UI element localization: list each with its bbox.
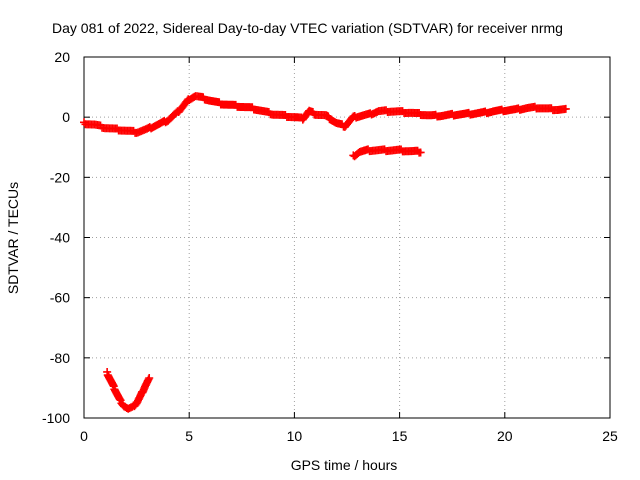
y-tick-label: 0 <box>62 109 70 125</box>
chart-title: Day 081 of 2022, Sidereal Day-to-day VTE… <box>52 20 563 36</box>
y-tick-label: -80 <box>50 350 70 366</box>
x-axis-title: GPS time / hours <box>291 457 398 473</box>
x-tick-label: 0 <box>80 428 88 444</box>
series-main <box>80 92 570 137</box>
series-low <box>103 367 154 413</box>
data-point <box>115 395 124 404</box>
x-tick-label: 15 <box>392 428 408 444</box>
data-points <box>80 92 570 413</box>
x-tick-label: 20 <box>497 428 513 444</box>
x-tick-label: 25 <box>602 428 618 444</box>
y-tick-label: -60 <box>50 290 70 306</box>
data-point <box>145 373 154 382</box>
data-point <box>561 104 570 113</box>
y-tick-label: -40 <box>50 230 70 246</box>
y-axis-title: SDTVAR / TECUs <box>5 182 21 294</box>
x-tick-label: 5 <box>185 428 193 444</box>
axis-ticks: 0 5 10 15 20 25 -100 -80 -60 -40 -20 0 20 <box>42 49 618 444</box>
x-tick-label: 10 <box>287 428 303 444</box>
y-tick-label: -100 <box>42 410 70 426</box>
data-point <box>416 148 425 157</box>
y-tick-label: -20 <box>50 169 70 185</box>
y-tick-label: 20 <box>54 49 70 65</box>
series-offset <box>349 145 425 161</box>
